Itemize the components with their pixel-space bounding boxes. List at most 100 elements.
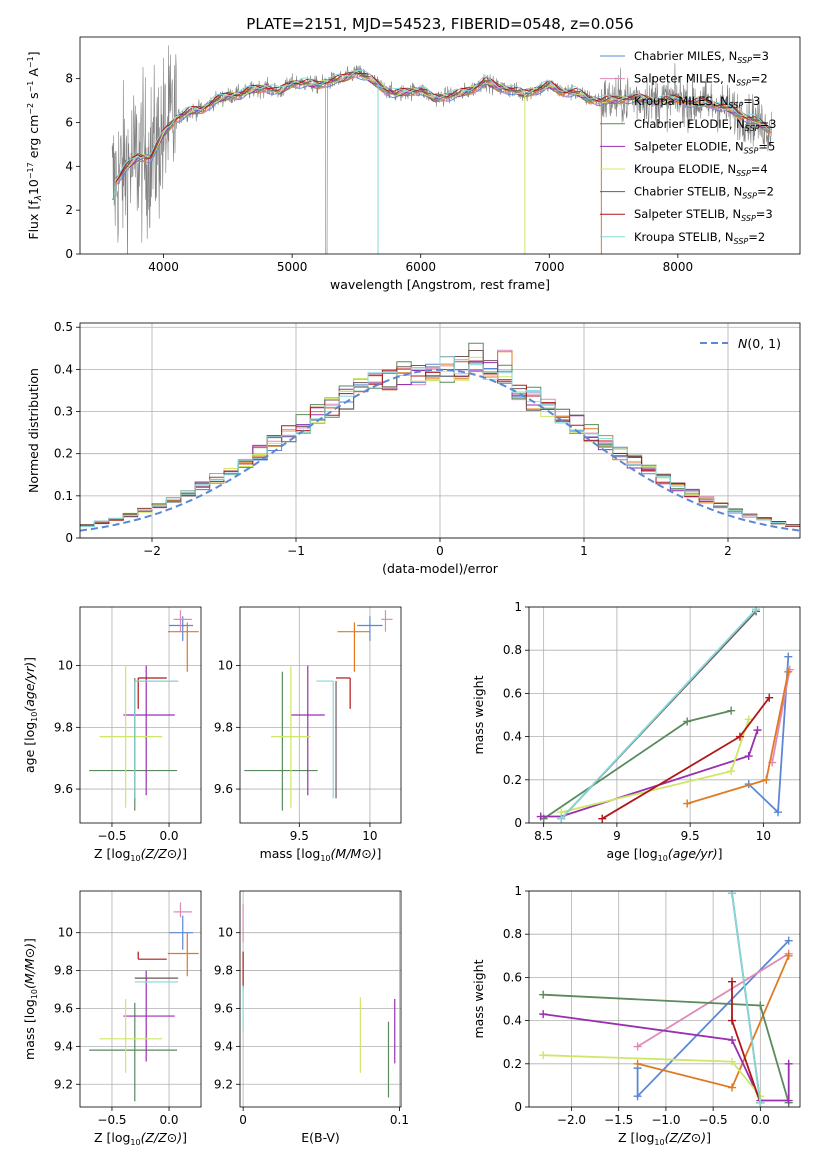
weight-marker xyxy=(784,936,793,945)
weight-series-3 xyxy=(633,951,793,1092)
axes-frame xyxy=(239,606,402,824)
y-tick-label: 0.6 xyxy=(503,970,522,984)
weight-marker xyxy=(728,1057,737,1066)
weight-marker xyxy=(683,799,692,808)
legend-label: Chabrier ELODIE, NSSP=3 xyxy=(634,117,776,133)
weight-marker xyxy=(784,1096,793,1105)
weight-marker xyxy=(728,1016,737,1025)
x-tick-label: 6000 xyxy=(405,260,436,274)
y-tick-label: 9.8 xyxy=(54,720,73,734)
x-tick-label: 10 xyxy=(756,829,771,843)
y-tick-label: 0 xyxy=(65,247,73,261)
y-tick-label: 0.2 xyxy=(54,447,73,461)
axes-frame xyxy=(528,890,801,1108)
plot-area-mass_vs_Z xyxy=(89,902,199,1102)
y-tick-label: 9.6 xyxy=(214,782,233,796)
errorbar-point-5 xyxy=(123,970,175,1062)
x-axis-label: mass [log10(M/M⊙)] xyxy=(260,846,382,863)
y-tick-label: 1 xyxy=(514,884,522,898)
weight-series-6 xyxy=(539,1051,765,1101)
y-tick-label: 0 xyxy=(514,1100,522,1114)
histogram-6 xyxy=(80,356,800,530)
model-spectrum-7 xyxy=(112,71,772,200)
weight-marker xyxy=(557,814,566,823)
panel-age_vs_mass: 9.5 10 9.6 9.8 10 mass [log10(M/M⊙)] xyxy=(214,606,402,863)
x-tick-label: 8.5 xyxy=(534,829,553,843)
weight-marker xyxy=(753,726,762,735)
errorbar-point-3 xyxy=(167,932,199,977)
plot-area-mass_vs_ebv xyxy=(242,904,396,1098)
errorbar-point-2 xyxy=(381,610,393,632)
x-tick-label: 9.5 xyxy=(681,829,700,843)
weight-series-8 xyxy=(598,693,774,823)
panel-weight_vs_Z: −2.0 −1.5 −1.0 −0.5 0.0 0 0.2 0.4 0.6 0.8 1 Z [log1… xyxy=(471,884,801,1147)
weight-marker xyxy=(727,767,736,776)
weight-marker xyxy=(774,808,783,817)
y-tick-label: 0.4 xyxy=(54,362,73,376)
x-tick-label: 8000 xyxy=(663,260,694,274)
plot-area-weight_vs_Z xyxy=(539,891,793,1107)
errorbar-point-2 xyxy=(173,610,192,632)
y-tick-label: 0.6 xyxy=(503,686,522,700)
x-tick-label: 9.5 xyxy=(290,829,309,843)
weight-marker xyxy=(727,706,736,715)
axes-frame xyxy=(79,606,202,824)
y-tick-label: 10 xyxy=(58,659,73,673)
errorbar-point-3 xyxy=(167,622,199,672)
y-tick-label: 6 xyxy=(65,115,73,129)
errorbar-point-4 xyxy=(244,671,318,811)
weight-marker xyxy=(762,775,771,784)
x-tick-label: 1 xyxy=(580,544,588,558)
y-tick-label: 0 xyxy=(65,531,73,545)
x-tick-label: −2.0 xyxy=(557,1113,586,1127)
y-tick-label: 9.8 xyxy=(214,720,233,734)
weight-marker xyxy=(744,715,753,724)
x-tick-label: 0.1 xyxy=(390,1113,409,1127)
errorbar-point-6 xyxy=(271,665,311,808)
x-tick-label: −2 xyxy=(143,544,161,558)
panel-age_vs_Z: −0.5 0.0 9.6 9.8 10 Z [log10(Z/Z⊙)] age [log10… xyxy=(22,606,202,863)
x-tick-label: 4000 xyxy=(148,260,179,274)
errorbar-point-7 xyxy=(134,680,179,799)
y-tick-label: 9.4 xyxy=(54,1039,73,1053)
axes-frame xyxy=(79,322,801,539)
weight-marker xyxy=(784,951,793,960)
y-tick-label: 0.8 xyxy=(503,643,522,657)
x-tick-label: −1.0 xyxy=(651,1113,680,1127)
weight-marker xyxy=(756,1098,765,1107)
weight-marker xyxy=(598,814,607,823)
weight-marker xyxy=(728,1036,737,1045)
histogram-9 xyxy=(80,356,800,529)
errorbar-point-6 xyxy=(99,665,163,808)
y-tick-label: 9.8 xyxy=(54,964,73,978)
weight-marker xyxy=(752,607,761,614)
errorbar-point-4 xyxy=(89,1002,178,1102)
y-tick-label: 0.2 xyxy=(503,773,522,787)
legend-label: Salpeter STELIB, NSSP=3 xyxy=(634,207,773,223)
weight-marker xyxy=(784,1059,793,1068)
panel-mass_vs_Z: −0.5 0.0 9.2 9.4 9.6 9.8 10 Z [log10(Z/Z⊙)] mass… xyxy=(22,890,202,1147)
plot-area-age_vs_mass xyxy=(244,610,393,811)
y-tick-label: 10 xyxy=(218,659,233,673)
y-tick-label: 2 xyxy=(65,203,73,217)
panel-weight_vs_age: 8.5 9 9.5 10 0 0.2 0.4 0.6 0.8 1 age [log10(age/yr… xyxy=(471,600,801,863)
histogram-2 xyxy=(80,349,800,529)
y-tick-label: 10 xyxy=(58,926,73,940)
axes-frame xyxy=(79,890,202,1108)
model-spectrum-6 xyxy=(112,70,772,200)
weight-marker xyxy=(539,1010,548,1019)
weight-marker xyxy=(728,891,737,898)
y-tick-label: 10 xyxy=(218,926,233,940)
y-tick-label: 9.2 xyxy=(214,1077,233,1091)
x-tick-label: 7000 xyxy=(534,260,565,274)
x-tick-label: 0 xyxy=(239,1113,247,1127)
errorbar-point-9 xyxy=(316,680,334,799)
y-tick-label: 0.4 xyxy=(503,1014,522,1028)
model-spectrum-5 xyxy=(112,69,772,200)
x-axis-label: E(B-V) xyxy=(301,1130,340,1145)
plot-area-residuals xyxy=(80,342,800,532)
legend-label: Chabrier STELIB, NSSP=2 xyxy=(634,185,774,201)
x-tick-label: 0 xyxy=(436,544,444,558)
weight-marker xyxy=(728,977,737,986)
